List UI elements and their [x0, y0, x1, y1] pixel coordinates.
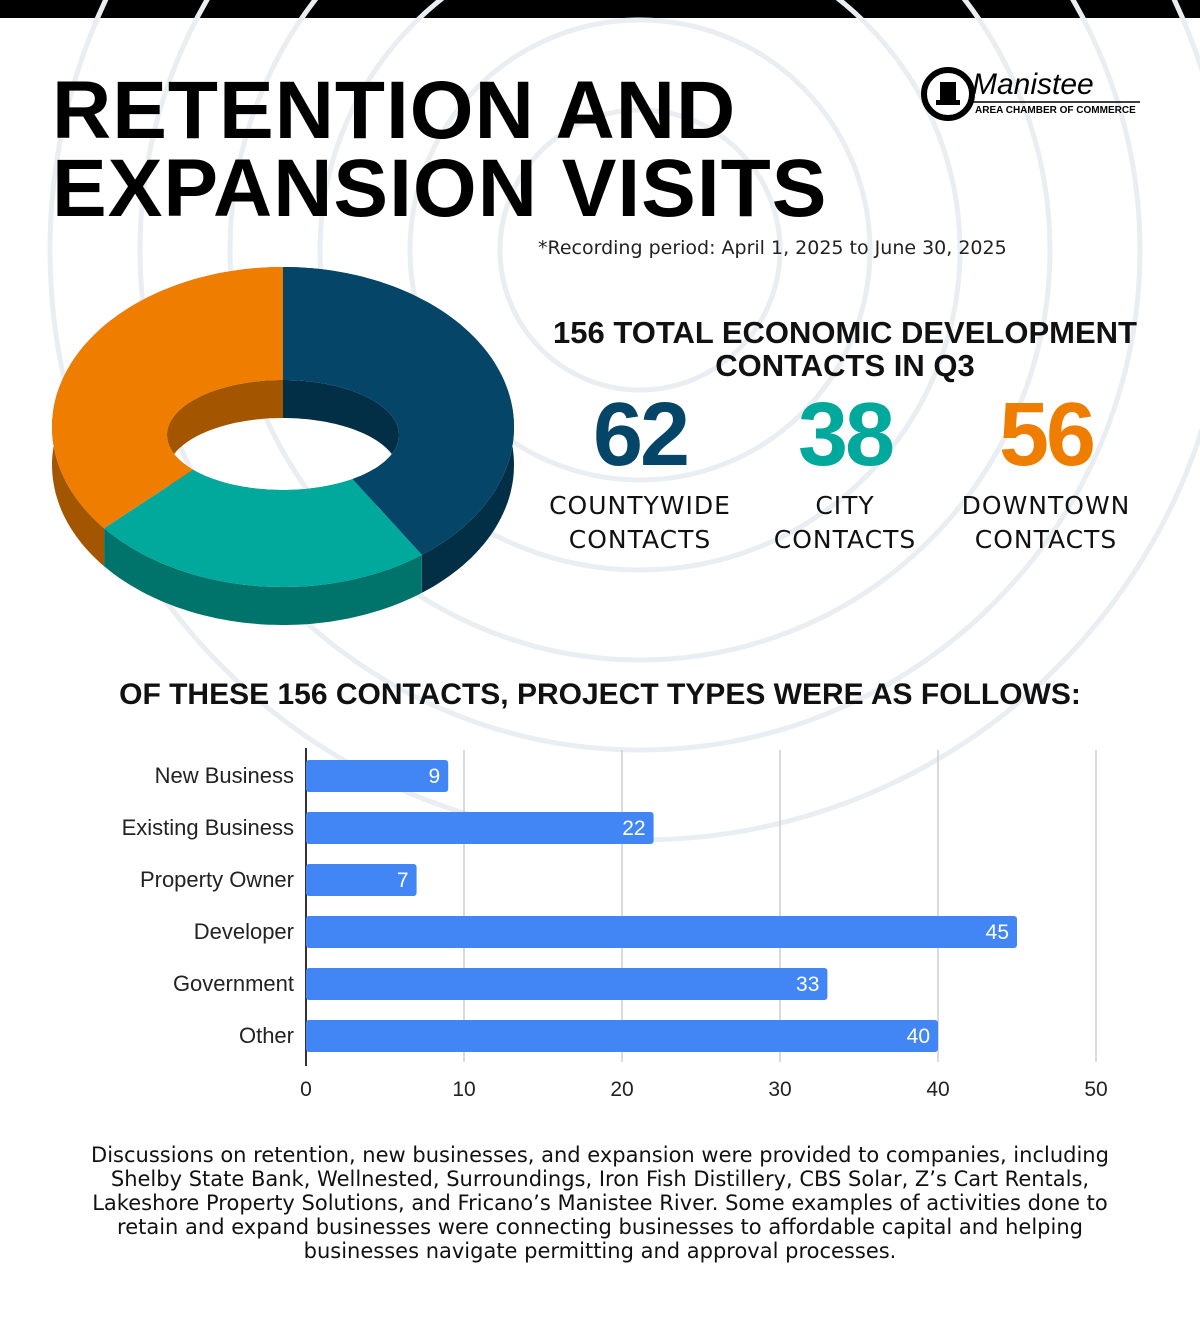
- bar-title: OF THESE 156 CONTACTS, PROJECT TYPES WER…: [119, 678, 1081, 711]
- x-tick-label: 30: [768, 1078, 791, 1101]
- y-tick-label: New Business: [155, 763, 294, 788]
- footer-text: Discussions on retention, new businesses…: [91, 1143, 1109, 1263]
- data-label: 7: [397, 869, 409, 892]
- logo-name: Manistee: [972, 68, 1094, 101]
- data-label: 45: [986, 921, 1009, 944]
- slice: [104, 469, 422, 587]
- y-tick-label: Government: [173, 971, 294, 996]
- stat-label: CITY CONTACTS: [773, 491, 917, 554]
- data-label: 22: [622, 817, 645, 840]
- x-tick-label: 40: [926, 1078, 949, 1101]
- logo: Manistee AREA CHAMBER OF COMMERCE: [921, 67, 1140, 121]
- title-line: RETENTION AND: [52, 65, 737, 156]
- bar: [306, 916, 1017, 948]
- x-tick-label: 50: [1084, 1078, 1107, 1101]
- data-label: 33: [796, 973, 819, 996]
- stat-label: COUNTYWIDE CONTACTS: [549, 491, 731, 554]
- slice: [283, 267, 514, 555]
- stat-value: 56: [998, 385, 1096, 485]
- y-tick-label: Existing Business: [122, 815, 294, 840]
- recording-period: *Recording period: April 1, 2025 to June…: [538, 237, 1007, 259]
- bar: [306, 864, 417, 896]
- logo-subtitle: AREA CHAMBER OF COMMERCE: [975, 105, 1136, 116]
- top-bar: [0, 0, 1200, 18]
- x-tick-label: 20: [610, 1078, 633, 1101]
- data-label: 9: [429, 765, 441, 788]
- y-tick-label: Other: [239, 1023, 294, 1048]
- y-tick-label: Developer: [194, 919, 294, 944]
- data-label: 40: [907, 1025, 930, 1048]
- y-tick-label: Property Owner: [140, 867, 294, 892]
- stat-label: DOWNTOWN CONTACTS: [961, 491, 1131, 554]
- bar: [306, 968, 828, 1000]
- pie-title: 156 TOTAL ECONOMIC DEVELOPMENT CONTACTS …: [553, 315, 1137, 383]
- slice: [52, 267, 283, 529]
- title-line: EXPANSION VISITS: [52, 143, 828, 234]
- bar: [306, 1020, 938, 1052]
- bar: [306, 812, 654, 844]
- x-tick-label: 10: [452, 1078, 475, 1101]
- stat-value: 62: [592, 385, 690, 485]
- bar: [306, 760, 449, 792]
- x-tick-label: 0: [300, 1078, 312, 1101]
- stat-value: 38: [797, 385, 895, 485]
